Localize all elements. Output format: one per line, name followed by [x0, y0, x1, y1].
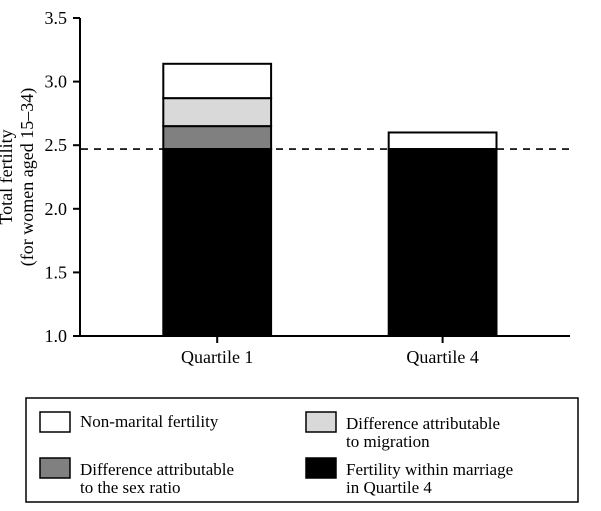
legend-label: Difference attributableto migration	[346, 414, 500, 451]
y-tick-label: 1.5	[45, 262, 68, 282]
fertility-chart: 1.0 1.5 2.0 2.5 3.0 3.5 Total fertility(for wo…	[0, 0, 601, 511]
legend-swatch	[40, 458, 70, 478]
y-tick-label: 2.0	[45, 199, 68, 219]
legend-label: Non-marital fertility	[80, 412, 219, 431]
y-tick-label: 2.5	[45, 135, 68, 155]
y-tick-label: 1.0	[45, 326, 68, 346]
legend-swatch	[40, 412, 70, 432]
legend-label: Difference attributableto the sex ratio	[80, 460, 234, 497]
bar-segment-migration	[163, 98, 271, 126]
y-axis-label: Total fertility(for women aged 15–34)	[0, 88, 38, 266]
legend-swatch	[306, 412, 336, 432]
bar-segment-sexratio	[163, 126, 271, 149]
bar-segment-marriage	[389, 149, 497, 336]
bar-segment-marriage	[163, 149, 271, 336]
bar-segment-nonmarital	[389, 132, 497, 149]
x-tick-label: Quartile 4	[406, 347, 478, 367]
y-tick-label: 3.0	[45, 72, 68, 92]
y-tick-label: 3.5	[45, 8, 68, 28]
bar-segment-nonmarital	[163, 64, 271, 98]
legend-label: Fertility within marriagein Quartile 4	[346, 460, 513, 497]
x-tick-label: Quartile 1	[181, 347, 253, 367]
legend-swatch	[306, 458, 336, 478]
